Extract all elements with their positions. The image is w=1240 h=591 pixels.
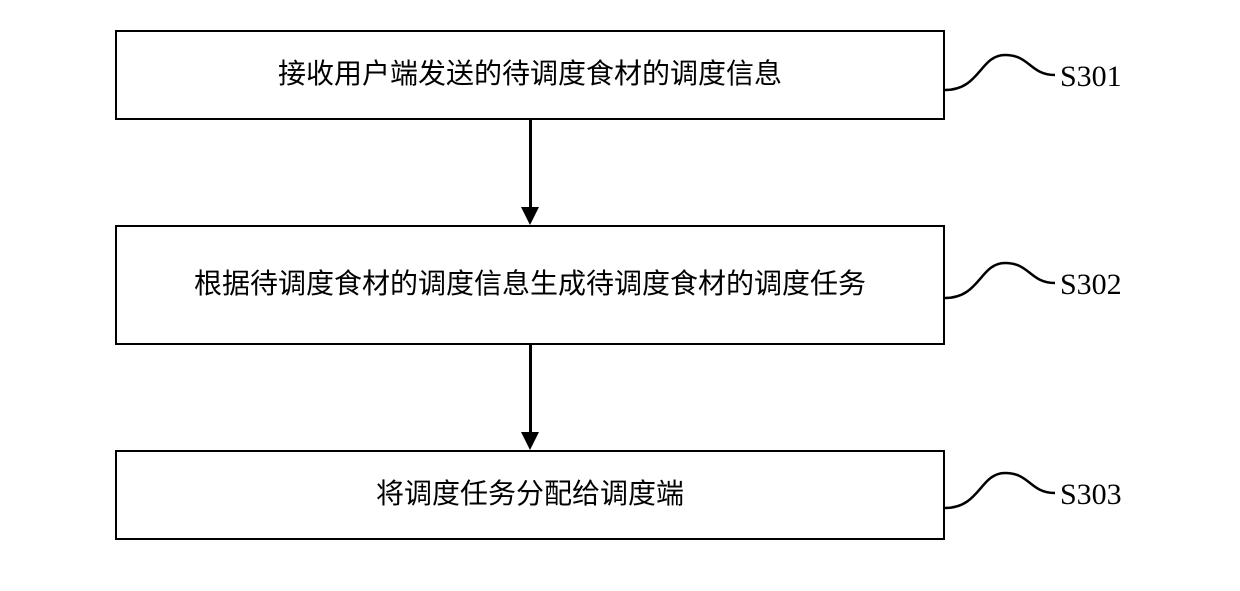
arrow-1-2-line bbox=[529, 120, 532, 207]
step-box-1: 接收用户端发送的待调度食材的调度信息 bbox=[115, 30, 945, 120]
step-text-1: 接收用户端发送的待调度食材的调度信息 bbox=[278, 54, 782, 96]
step-label-3: S303 bbox=[1060, 478, 1122, 512]
step-text-2: 根据待调度食材的调度信息生成待调度食材的调度任务 bbox=[194, 264, 866, 306]
step-box-2: 根据待调度食材的调度信息生成待调度食材的调度任务 bbox=[115, 225, 945, 345]
connector-curve-3 bbox=[945, 463, 1060, 523]
arrow-1-2-head bbox=[521, 207, 539, 225]
arrow-2-3-line bbox=[529, 345, 532, 432]
connector-curve-2 bbox=[945, 253, 1060, 313]
step-label-2: S302 bbox=[1060, 268, 1122, 302]
arrow-2-3-head bbox=[521, 432, 539, 450]
step-box-3: 将调度任务分配给调度端 bbox=[115, 450, 945, 540]
flowchart-canvas: 接收用户端发送的待调度食材的调度信息 S301 根据待调度食材的调度信息生成待调… bbox=[0, 0, 1240, 591]
step-text-3: 将调度任务分配给调度端 bbox=[376, 474, 684, 516]
connector-curve-1 bbox=[945, 45, 1060, 105]
step-label-1: S301 bbox=[1060, 60, 1122, 94]
